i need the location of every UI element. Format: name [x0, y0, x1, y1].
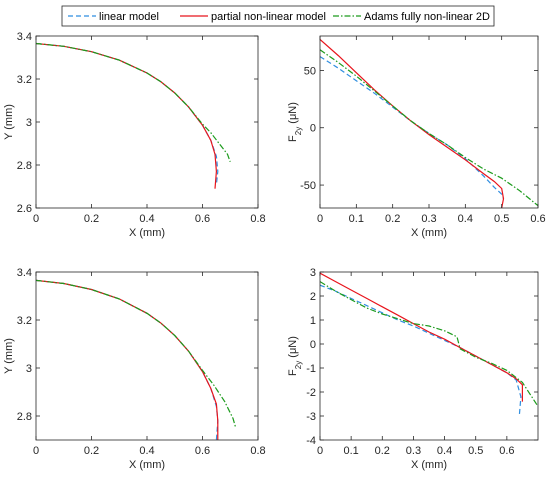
panel-2: 0 0.1 0.2 0.3 0.4 0.5 0.6 -50 0 50 X (mm) F2y (μN) [287, 35, 546, 239]
y-tick-label: 3.4 [17, 267, 32, 279]
series-line-linear [36, 42, 219, 185]
axes-box [319, 35, 539, 209]
y-tick-label: -1 [306, 363, 316, 375]
y-axis-label: Y (mm) [3, 104, 15, 140]
x-tick-label: 0.4 [437, 445, 452, 457]
y-tick-label: 2.8 [17, 160, 32, 172]
series-line-partial [36, 279, 219, 440]
series-line-linear [320, 284, 522, 417]
series-line-partial [320, 272, 523, 402]
x-tick-label: 0.5 [468, 445, 483, 457]
x-tick-label: 0.8 [250, 445, 265, 457]
y-tick-label: 0 [310, 123, 316, 135]
panel-1: 0 0.2 0.4 0.6 0.8 2.6 2.8 3 3.2 3.4 X (mm) Y (mm) [3, 31, 266, 239]
y-axis-label: F2y (μN) [287, 102, 303, 142]
x-tick-label: 0.2 [84, 213, 99, 225]
axes-box [35, 271, 259, 441]
panel-3: 0 0.2 0.4 0.6 0.8 2.8 3 3.2 3.4 X (mm) Y (mm) [3, 267, 266, 471]
y-tick-label: 2 [310, 291, 316, 303]
legend-label-adams: Adams fully non-linear 2D [364, 11, 490, 23]
y-tick-label: -50 [300, 180, 316, 192]
y-tick-label: 50 [304, 65, 316, 77]
x-axis-label: X (mm) [129, 459, 165, 471]
y-tick-label: 0 [310, 339, 316, 351]
series-line-linear [36, 279, 219, 440]
y-tick-label: 3.2 [17, 74, 32, 86]
x-tick-label: 0 [33, 445, 39, 457]
x-tick-label: 0.4 [139, 445, 154, 457]
series-line-adams [36, 42, 231, 163]
y-tick-label: -4 [306, 435, 316, 447]
series-line-adams [320, 281, 538, 407]
y-tick-label: 2.8 [17, 411, 32, 423]
x-axis-label: X (mm) [411, 459, 447, 471]
x-tick-label: 0.2 [385, 213, 400, 225]
y-tick-label: 3.4 [17, 31, 32, 43]
x-tick-label: 0.5 [494, 213, 509, 225]
axes-box [319, 271, 539, 441]
y-tick-label: -2 [306, 387, 316, 399]
y-tick-label: 3 [310, 267, 316, 279]
y-axis-label: F2y (μN) [287, 336, 303, 376]
x-tick-label: 0.1 [343, 445, 358, 457]
series-line-adams [320, 49, 538, 207]
legend-label-partial: partial non-linear model [211, 11, 326, 23]
y-tick-label: 2.6 [17, 203, 32, 215]
x-tick-label: 0.3 [421, 213, 436, 225]
x-tick-label: 0.2 [375, 445, 390, 457]
y-tick-label: -3 [306, 411, 316, 423]
x-tick-label: 0.6 [195, 445, 210, 457]
y-tick-label: 3.2 [17, 315, 32, 327]
panel-4: 0 0.1 0.2 0.3 0.4 0.5 0.6 -4 -3 -2 -1 0 1 2 3 X (mm) F2y… [287, 267, 539, 471]
x-tick-label: 0.6 [530, 213, 545, 225]
x-tick-label: 0 [317, 213, 323, 225]
x-axis-label: X (mm) [411, 227, 447, 239]
x-tick-label: 0.4 [139, 213, 154, 225]
y-axis-label: Y (mm) [3, 338, 15, 374]
x-tick-label: 0.4 [458, 213, 473, 225]
x-tick-label: 0 [33, 213, 39, 225]
axes-box [35, 35, 259, 209]
x-tick-label: 0.8 [250, 213, 265, 225]
x-axis-label: X (mm) [129, 227, 165, 239]
x-tick-label: 0.1 [349, 213, 364, 225]
series-line-linear [320, 56, 505, 200]
x-tick-label: 0.6 [499, 445, 514, 457]
series-line-partial [36, 42, 218, 189]
y-tick-label: 3 [26, 117, 32, 129]
series-line-adams [36, 279, 237, 429]
series-line-partial [320, 38, 505, 208]
x-tick-label: 0 [317, 445, 323, 457]
legend-label-linear: linear model [99, 11, 159, 23]
x-tick-label: 0.2 [84, 445, 99, 457]
x-tick-label: 0.6 [195, 213, 210, 225]
y-tick-label: 1 [310, 315, 316, 327]
x-tick-label: 0.3 [406, 445, 421, 457]
legend-box [61, 5, 495, 27]
y-tick-label: 3 [26, 363, 32, 375]
legend: linear model partial non-linear model Ad… [61, 5, 495, 27]
